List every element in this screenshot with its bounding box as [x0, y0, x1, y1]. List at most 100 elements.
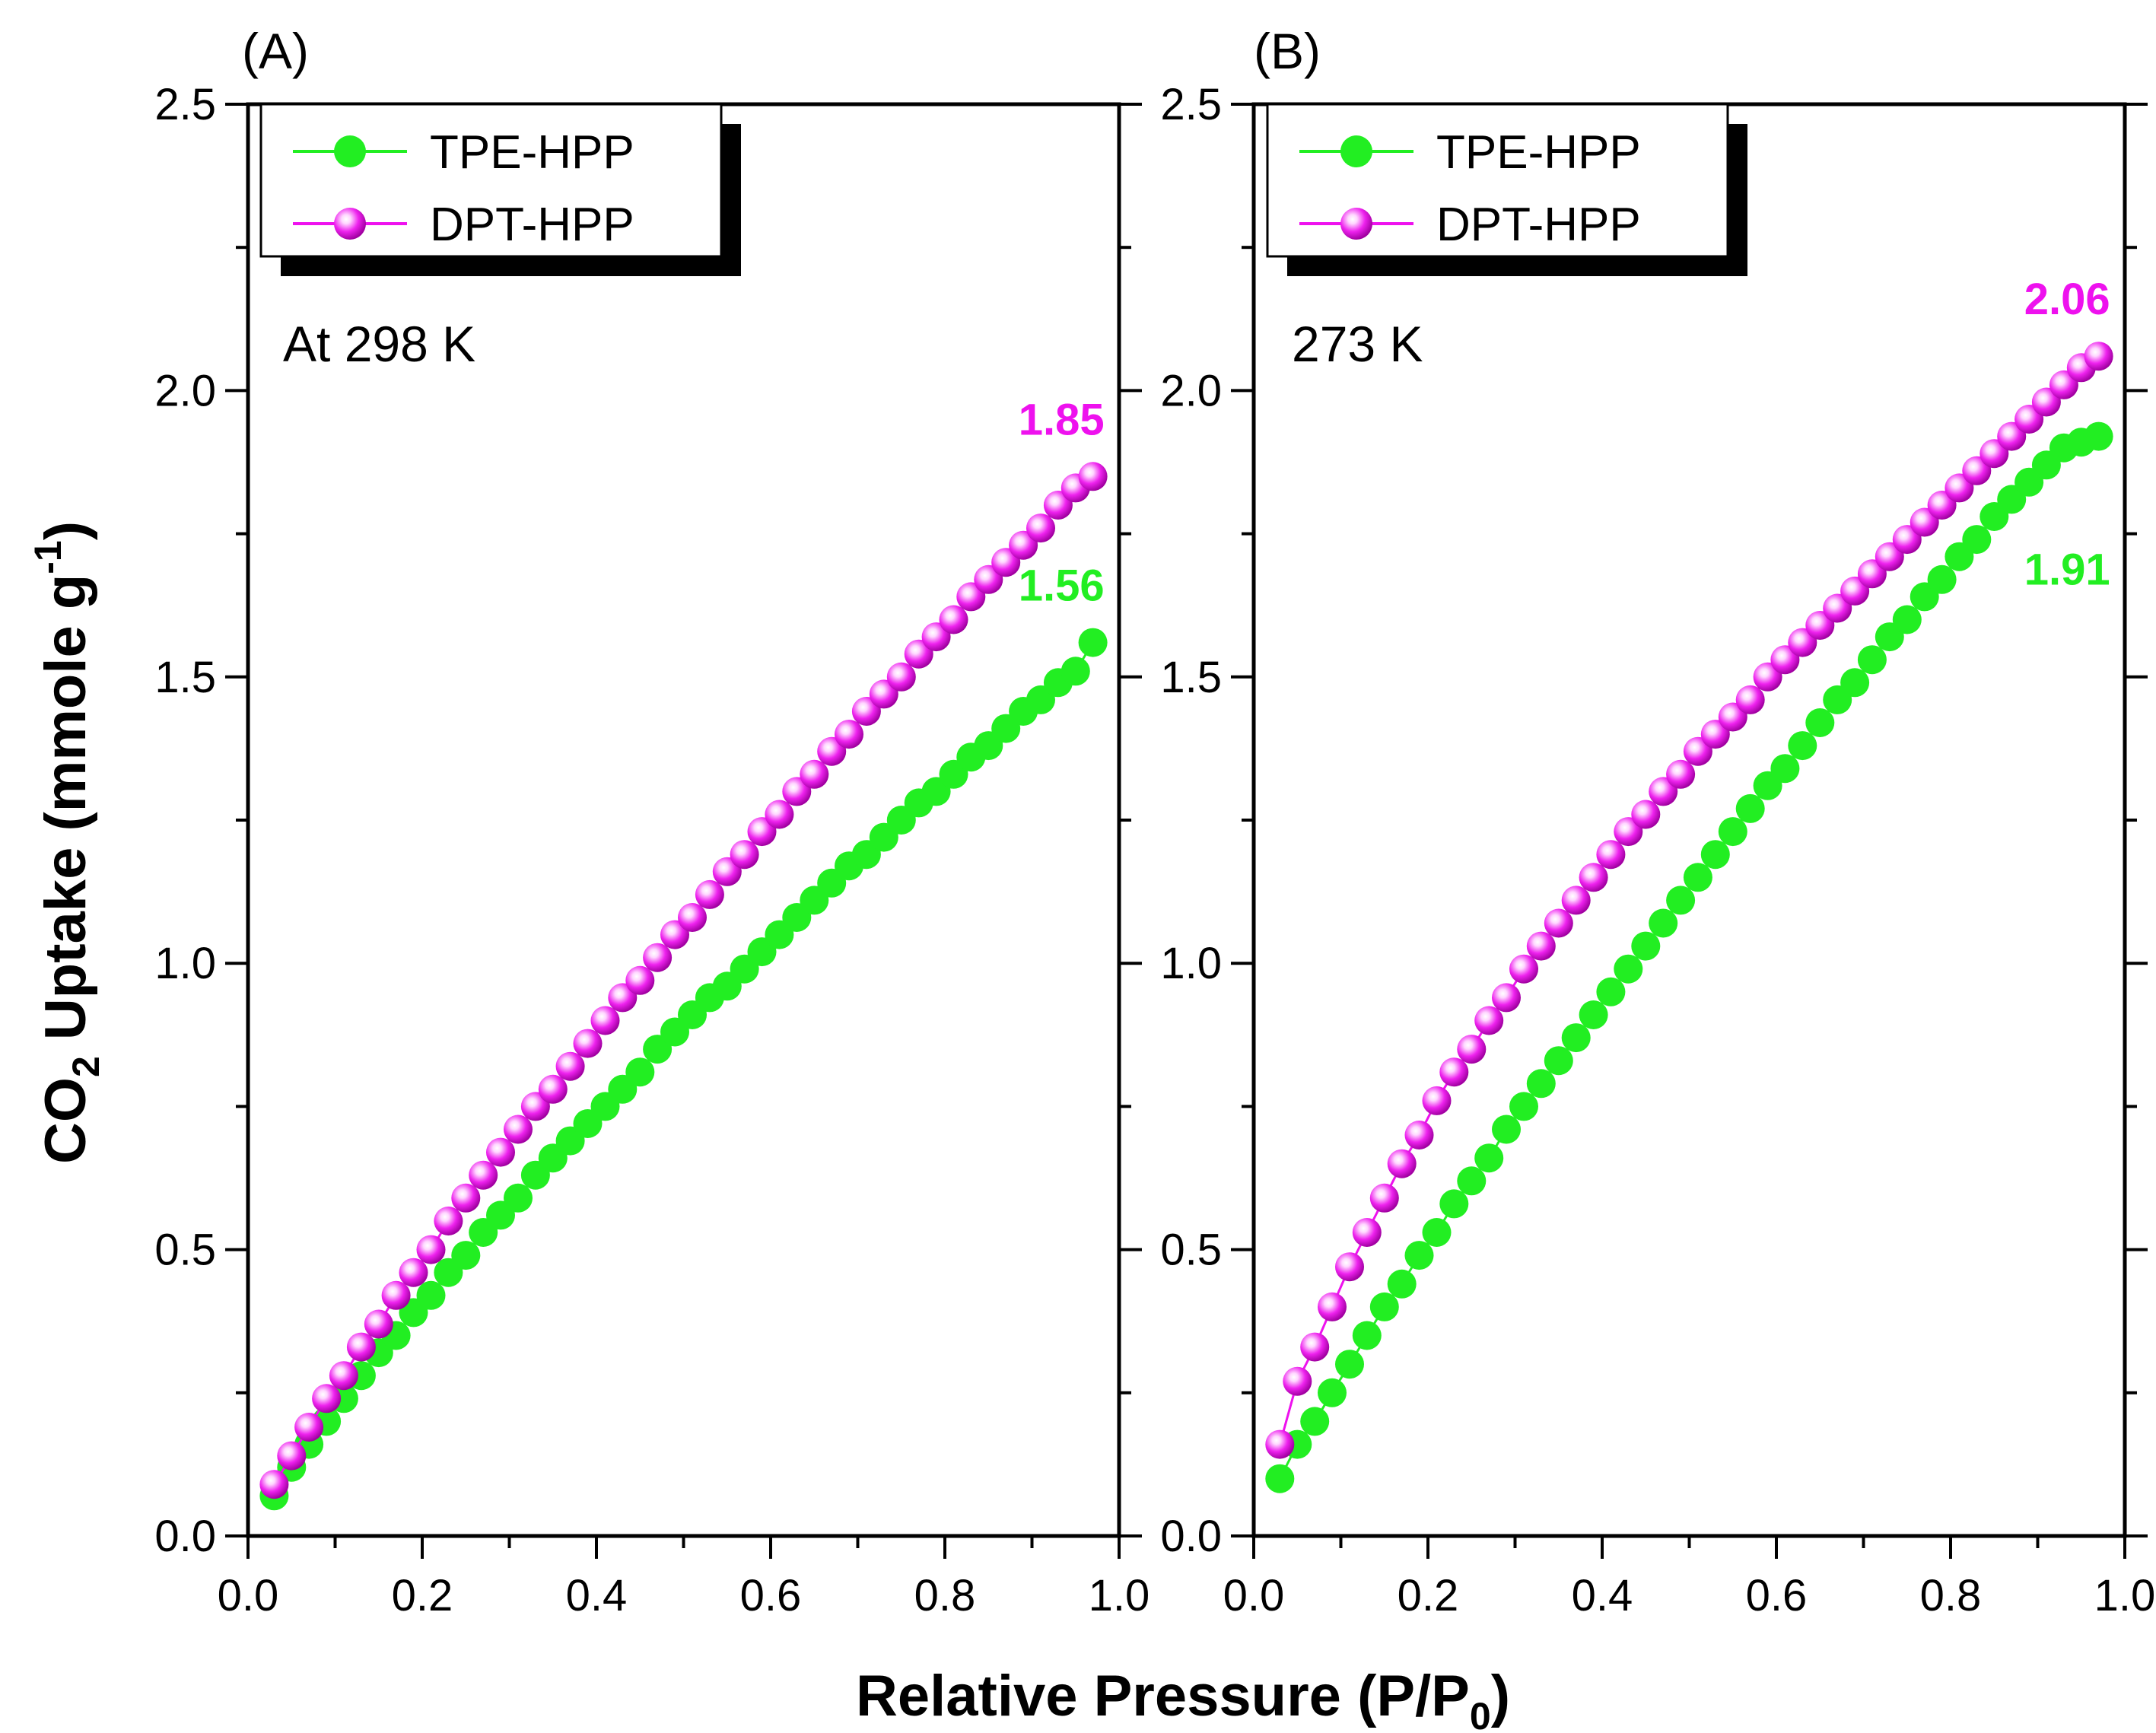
panel-b-dpt-hpp-point [1387, 1149, 1417, 1178]
panel-b-tpe-hpp-point [1422, 1218, 1452, 1247]
panel-b-legend-label: TPE-HPP [1436, 126, 1641, 179]
panel-b-tpe-hpp-point [1631, 931, 1661, 961]
panel-b-dpt-hpp-point [1335, 1252, 1364, 1282]
y-axis-title: CO2 Uptake (mmole g-1) [27, 521, 107, 1164]
panel-b-dpt-hpp-point [1474, 1006, 1504, 1035]
panel-b-tpe-hpp-point [1805, 708, 1835, 737]
panel-a-dpt-hpp-point [312, 1384, 342, 1413]
panel-b-dpt-hpp-point [1596, 840, 1626, 870]
panel-b-tpe-hpp-point [1492, 1115, 1521, 1144]
panel-b-x-tick-label: 0.6 [1746, 1571, 1808, 1620]
panel-a-tpe-hpp-point [416, 1280, 446, 1310]
panel-b-tpe-hpp-point [1369, 1292, 1399, 1321]
panel-b-x-tick-label: 1.0 [2094, 1571, 2156, 1620]
panel-b-tpe-hpp-point [1404, 1241, 1434, 1270]
panel-b: (B) 0.0 0.2 0.4 0.6 0.8 1.0 0.0 0.5 1.0 1.5 2.0 2.5… [1160, 23, 2155, 1620]
panel-b-tpe-hpp-point [1927, 564, 1957, 594]
panel-a-dpt-hpp-point [765, 800, 794, 829]
panel-b-tpe-hpp-point [1300, 1407, 1330, 1436]
panel-b-dpt-hpp-point [1579, 863, 1608, 892]
panel-b-temperature-annotation: 273 K [1292, 316, 1423, 372]
panel-b-dpt-hpp-point [1318, 1292, 1347, 1321]
panel-b-dpt-hpp-point [1352, 1218, 1382, 1247]
panel-b-dpt-hpp-point [2084, 342, 2113, 371]
panel-b-tpe-hpp-point [1474, 1143, 1504, 1173]
panel-a-dpt-hpp-point [643, 943, 673, 972]
panel-a-tpe-hpp-end-value-label: 1.56 [1019, 561, 1105, 611]
panel-b-tpe-hpp-point [1666, 886, 1696, 915]
panel-a-temperature-annotation: At 298 K [283, 316, 475, 372]
panel-a-dpt-hpp-point [416, 1235, 446, 1264]
panel-a-y-tick-label: 2.5 [154, 80, 216, 129]
panel-b-y-tick-label: 2.5 [1160, 80, 1222, 129]
panel-b-dpt-hpp-point [1283, 1366, 1312, 1396]
panel-a-y-tick-label: 0.0 [154, 1512, 216, 1561]
panel-a-dpt-hpp-point [451, 1183, 481, 1213]
panel-b-x-tick-label: 0.0 [1223, 1571, 1285, 1620]
panel-b-tpe-hpp-point [1735, 793, 1765, 823]
panel-b-dpt-hpp-point [1735, 685, 1765, 714]
panel-b-tpe-hpp-point [1770, 754, 1800, 784]
panel-b-tpe-hpp-end-value-label: 1.91 [2024, 545, 2110, 595]
panel-a-dpt-hpp-point [434, 1207, 463, 1235]
panel-a-dpt-hpp-point [590, 1006, 620, 1035]
panel-b-tpe-hpp-point [1788, 731, 1817, 761]
panel-a-x-tick-label: 0.6 [740, 1571, 802, 1620]
panel-a-dpt-hpp-point [555, 1051, 585, 1081]
panel-b-tpe-hpp-line [1278, 435, 2100, 1480]
panel-a-label: (A) [242, 23, 309, 79]
panel-b-y-tick-label: 0.0 [1160, 1512, 1222, 1561]
panel-b-tpe-hpp-point [1526, 1069, 1556, 1099]
panel-b-tpe-hpp-point [1840, 668, 1870, 698]
panel-b-tpe-hpp-point [1509, 1092, 1538, 1121]
panel-b-dpt-hpp-point [1631, 800, 1661, 829]
panel-b-legend-label: DPT-HPP [1436, 199, 1641, 251]
panel-a-x-tick-label: 0.0 [218, 1571, 279, 1620]
panel-b-tpe-hpp-point [1561, 1023, 1591, 1053]
panel-a-dpt-hpp-point [625, 965, 655, 995]
panel-b-x-tick-label: 0.8 [1920, 1571, 1982, 1620]
panel-b-legend: TPE-HPP DPT-HPP [1266, 103, 1747, 276]
panel-b-dpt-hpp-point [1666, 759, 1696, 789]
panel-a-tpe-hpp-point [1078, 628, 1108, 657]
panel-b-dpt-hpp-point [1509, 954, 1538, 984]
panel-a-dpt-hpp-point [1078, 462, 1108, 491]
panel-b-dpt-hpp-point [1404, 1121, 1434, 1150]
panel-b-y-tick-label: 1.5 [1160, 653, 1222, 702]
panel-a-dpt-hpp-point [399, 1258, 428, 1287]
panel-b-tpe-hpp-point [1457, 1166, 1487, 1196]
panel-b-dpt-hpp-point [1439, 1057, 1469, 1087]
panel-b-tpe-hpp-point [1439, 1189, 1469, 1219]
panel-b-dpt-hpp-point [1300, 1332, 1330, 1362]
panel-a-x-tick-label: 0.4 [566, 1571, 628, 1620]
panel-a-dpt-hpp-point [939, 605, 968, 634]
panel-a-legend-marker [334, 208, 366, 240]
panel-a-dpt-hpp-point [469, 1160, 498, 1190]
panel-a-dpt-hpp-point [381, 1280, 411, 1310]
panel-a: (A) 0.0 0.2 0.4 0.6 0.8 1.0 0.0 0.5 1.0 1.5 2.0 2.5… [154, 23, 1150, 1620]
panel-b-dpt-hpp-point [1265, 1429, 1295, 1459]
panel-b-tpe-hpp-point [1352, 1321, 1382, 1350]
panel-b-legend-marker [1340, 135, 1372, 167]
panel-a-tpe-hpp-point [625, 1057, 655, 1087]
panel-b-dpt-hpp-point [1422, 1086, 1452, 1115]
panel-b-dpt-hpp-end-value-label: 2.06 [2024, 275, 2110, 324]
panel-a-dpt-hpp-point [364, 1309, 393, 1339]
panel-a-legend-label: DPT-HPP [430, 199, 634, 251]
panel-b-dpt-hpp-point [1561, 886, 1591, 915]
panel-b-dpt-hpp-point [1526, 931, 1556, 961]
panel-a-y-tick-label: 0.5 [154, 1226, 216, 1275]
panel-b-legend-marker [1340, 208, 1372, 240]
panel-b-tpe-hpp-point [2084, 421, 2113, 451]
panel-a-dpt-hpp-point [294, 1413, 324, 1442]
panel-b-y-tick-label: 1.0 [1160, 939, 1222, 988]
panel-a-x-tick-label: 0.8 [914, 1571, 976, 1620]
panel-a-tpe-hpp-point [504, 1183, 533, 1213]
panel-b-tpe-hpp-point [1649, 908, 1678, 938]
panel-a-y-tick-label: 2.0 [154, 366, 216, 415]
panel-a-legend-label: TPE-HPP [430, 126, 634, 179]
panel-b-dpt-hpp-point [1369, 1183, 1399, 1213]
panel-b-tpe-hpp-point [1318, 1378, 1347, 1407]
panel-b-label: (B) [1254, 23, 1321, 79]
